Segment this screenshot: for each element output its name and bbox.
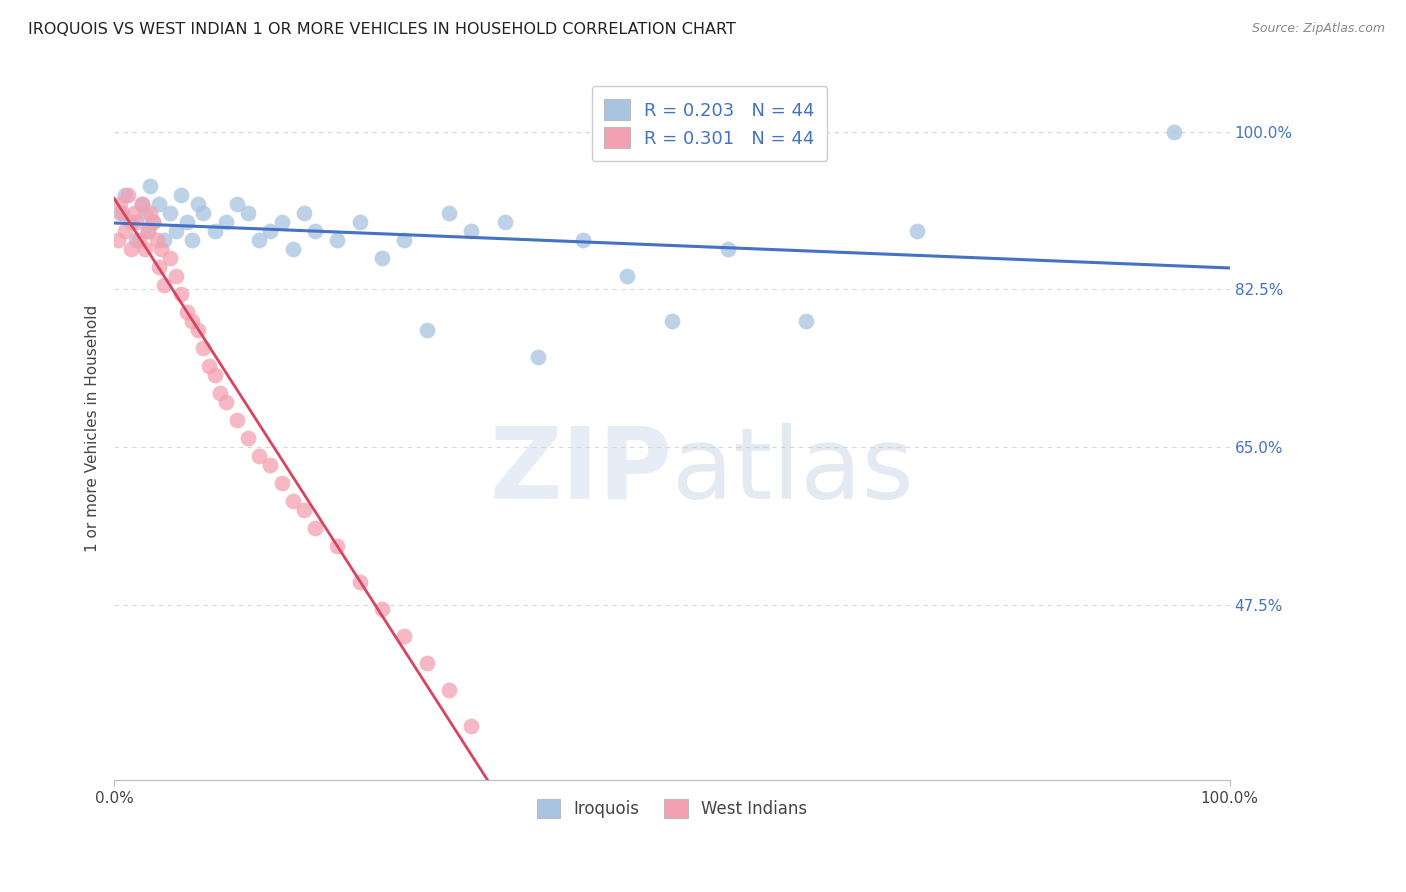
Point <box>142 214 165 228</box>
Point <box>571 233 593 247</box>
Point <box>139 178 162 193</box>
Point <box>181 314 204 328</box>
Point <box>159 205 181 219</box>
Point <box>108 205 131 219</box>
Point <box>165 268 187 283</box>
Point <box>198 359 221 373</box>
Legend: Iroquois, West Indians: Iroquois, West Indians <box>530 792 814 825</box>
Point <box>247 233 270 247</box>
Point <box>193 205 215 219</box>
Point <box>176 304 198 318</box>
Point <box>270 214 292 228</box>
Point <box>148 196 170 211</box>
Point <box>136 224 159 238</box>
Point <box>259 458 281 472</box>
Point <box>120 242 142 256</box>
Point <box>153 233 176 247</box>
Text: Source: ZipAtlas.com: Source: ZipAtlas.com <box>1251 22 1385 36</box>
Point <box>131 196 153 211</box>
Point <box>225 196 247 211</box>
Point <box>134 242 156 256</box>
Point <box>187 196 209 211</box>
Point <box>247 449 270 463</box>
Point <box>236 205 259 219</box>
Point <box>170 187 193 202</box>
Point <box>215 394 238 409</box>
Point <box>292 503 315 517</box>
Point <box>304 224 326 238</box>
Point <box>150 242 173 256</box>
Point <box>394 233 416 247</box>
Point <box>148 260 170 274</box>
Point <box>437 205 460 219</box>
Point <box>111 205 134 219</box>
Point <box>125 214 148 228</box>
Point <box>181 233 204 247</box>
Point <box>136 224 159 238</box>
Point <box>460 224 482 238</box>
Point <box>131 196 153 211</box>
Point <box>326 233 349 247</box>
Point <box>142 214 165 228</box>
Point <box>170 286 193 301</box>
Text: IROQUOIS VS WEST INDIAN 1 OR MORE VEHICLES IN HOUSEHOLD CORRELATION CHART: IROQUOIS VS WEST INDIAN 1 OR MORE VEHICL… <box>28 22 735 37</box>
Point <box>717 242 740 256</box>
Point <box>236 431 259 445</box>
Point <box>139 205 162 219</box>
Text: atlas: atlas <box>672 423 914 519</box>
Point <box>159 251 181 265</box>
Point <box>616 268 638 283</box>
Point <box>225 413 247 427</box>
Point <box>661 314 683 328</box>
Point <box>120 214 142 228</box>
Point <box>204 368 226 382</box>
Point <box>349 575 371 590</box>
Point <box>371 602 394 616</box>
Point <box>122 205 145 219</box>
Point <box>209 385 232 400</box>
Point <box>193 341 215 355</box>
Point <box>204 224 226 238</box>
Point <box>128 233 150 247</box>
Point <box>281 494 304 508</box>
Point <box>270 475 292 490</box>
Point <box>905 224 928 238</box>
Point <box>415 323 437 337</box>
Point <box>415 656 437 670</box>
Point <box>114 187 136 202</box>
Point <box>108 196 131 211</box>
Point <box>1163 124 1185 138</box>
Text: ZIP: ZIP <box>489 423 672 519</box>
Point <box>215 214 238 228</box>
Point <box>494 214 516 228</box>
Point <box>165 224 187 238</box>
Point <box>371 251 394 265</box>
Point <box>259 224 281 238</box>
Point <box>176 214 198 228</box>
Point <box>394 629 416 643</box>
Point <box>114 224 136 238</box>
Point <box>527 350 550 364</box>
Point <box>292 205 315 219</box>
Point <box>187 323 209 337</box>
Point <box>437 683 460 698</box>
Point <box>794 314 817 328</box>
Point <box>460 719 482 733</box>
Point <box>107 233 129 247</box>
Point <box>117 187 139 202</box>
Point <box>304 521 326 535</box>
Y-axis label: 1 or more Vehicles in Household: 1 or more Vehicles in Household <box>86 305 100 552</box>
Point <box>281 242 304 256</box>
Point <box>326 539 349 553</box>
Point <box>349 214 371 228</box>
Point <box>153 277 176 292</box>
Point <box>134 205 156 219</box>
Point <box>125 233 148 247</box>
Point <box>145 233 167 247</box>
